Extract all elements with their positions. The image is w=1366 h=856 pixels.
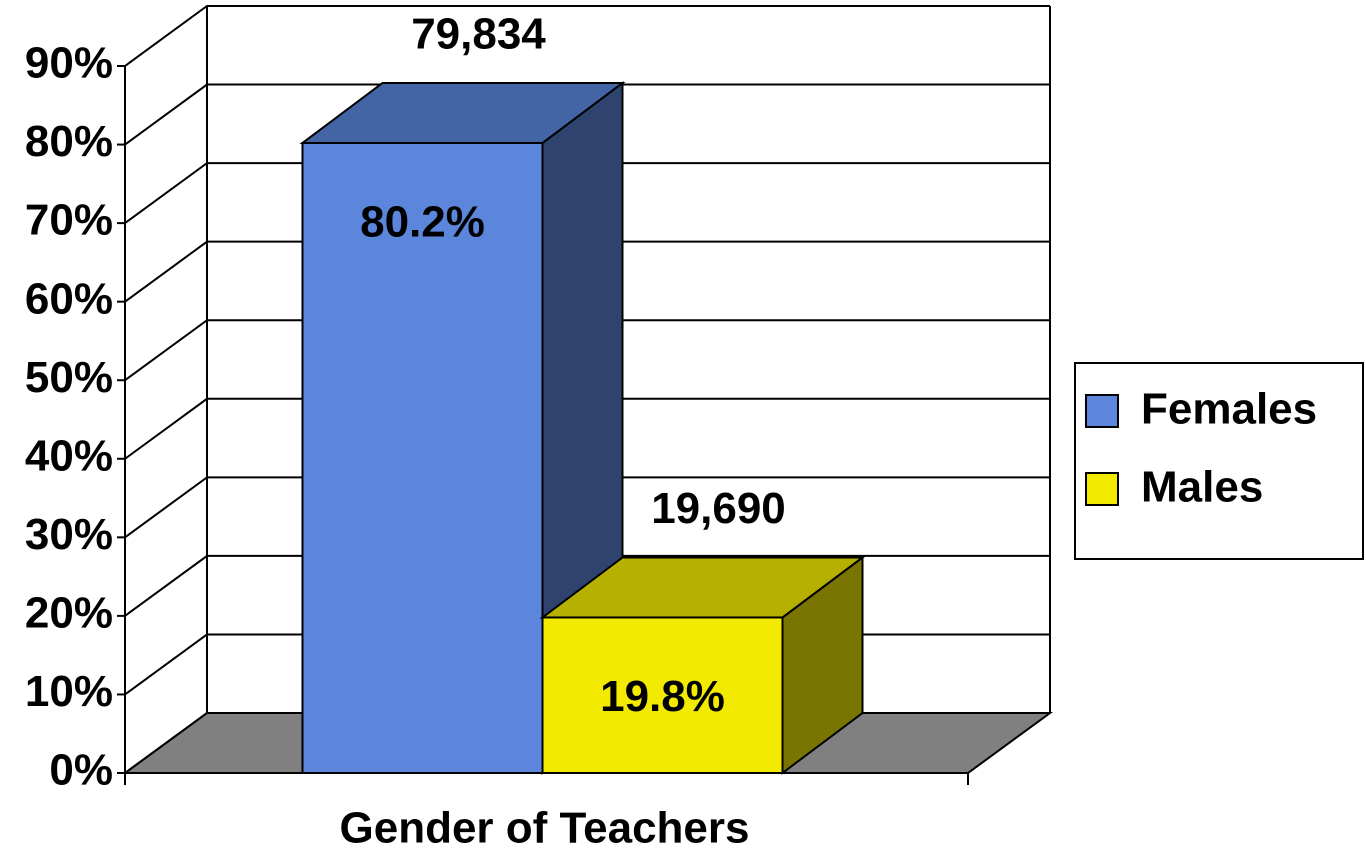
grid-line	[124, 397, 1050, 460]
x-tick-label: Gender of Teachers	[340, 804, 750, 853]
grid-line	[124, 554, 1050, 617]
y-tick-label: 90%	[25, 39, 113, 88]
value-label: 80.2%	[360, 198, 485, 247]
y-tick-label: 10%	[25, 667, 113, 716]
legend-swatch	[1085, 394, 1119, 428]
grid-line	[124, 476, 1050, 539]
y-tick-label: 20%	[25, 589, 113, 638]
y-tick-label: 30%	[25, 510, 113, 559]
legend-label: Females	[1141, 385, 1317, 434]
y-tick-label: 40%	[25, 431, 113, 480]
legend-swatch	[1085, 472, 1119, 506]
count-label: 79,834	[411, 10, 546, 59]
legend-box	[1074, 362, 1364, 560]
y-tick-label: 80%	[25, 117, 113, 166]
grid-line	[124, 319, 1050, 382]
bar	[301, 141, 544, 775]
grid-line	[124, 162, 1050, 224]
y-tick-label: 70%	[25, 196, 113, 245]
bar	[541, 616, 784, 775]
value-label: 19.8%	[600, 672, 725, 721]
y-tick-label: 0%	[49, 746, 113, 795]
grid-line	[124, 83, 1050, 146]
grid-line	[124, 5, 1050, 67]
legend-label: Males	[1141, 463, 1263, 512]
grid-line	[124, 240, 1050, 303]
y-tick-label: 60%	[25, 274, 113, 323]
y-tick-label: 50%	[25, 353, 113, 402]
count-label: 19,690	[651, 484, 786, 533]
